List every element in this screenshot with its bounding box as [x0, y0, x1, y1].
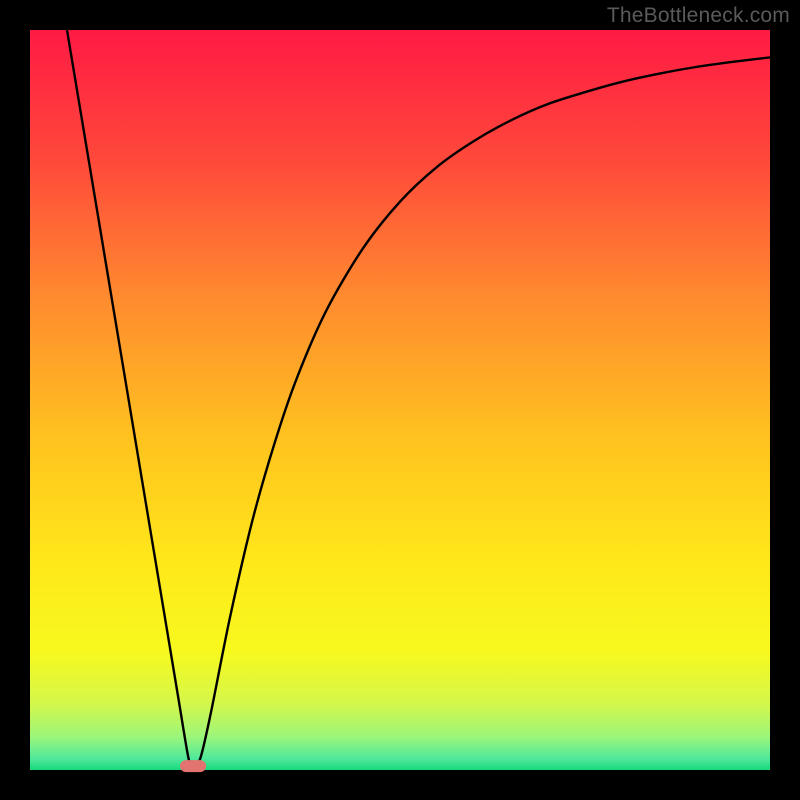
chart-frame	[30, 30, 770, 770]
trough-marker	[180, 760, 206, 772]
watermark-text: TheBottleneck.com	[607, 4, 790, 28]
v-curve-line	[30, 30, 770, 770]
